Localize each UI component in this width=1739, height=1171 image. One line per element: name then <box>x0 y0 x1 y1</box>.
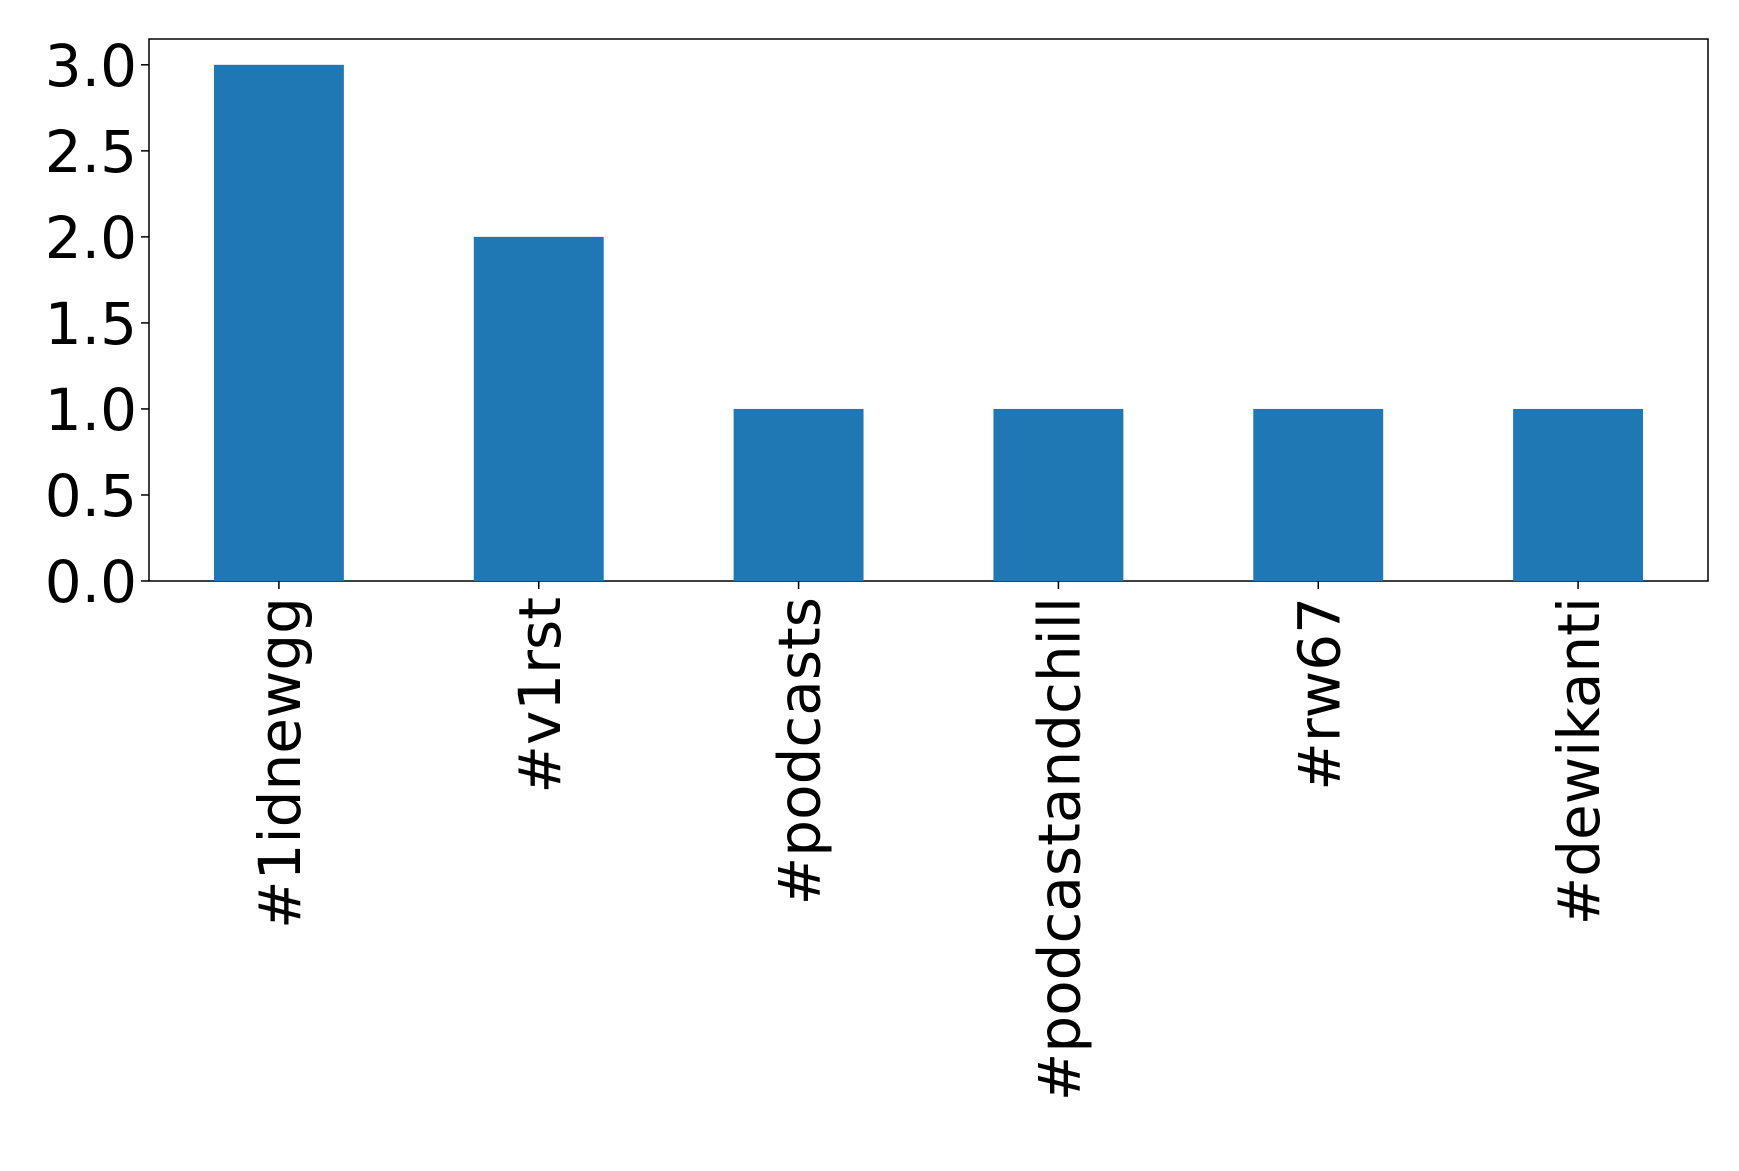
y-tick-label: 2.0 <box>45 204 137 272</box>
y-tick-label: 0.0 <box>45 548 137 616</box>
bar <box>733 408 864 581</box>
x-tick-label: #v1rst <box>506 597 574 794</box>
y-tick-label: 2.5 <box>45 118 137 186</box>
bar <box>993 408 1124 581</box>
plot-frame <box>148 38 1709 582</box>
x-tick-label: #1idnewgg <box>246 597 314 929</box>
y-tick-label: 3.0 <box>45 32 137 100</box>
bar <box>213 64 344 582</box>
x-tick-label: #rw67 <box>1285 597 1353 791</box>
x-tick-label: #dewikanti <box>1545 597 1613 925</box>
y-tick-label: 1.5 <box>45 290 137 358</box>
bar <box>473 236 604 581</box>
y-tick-label: 0.5 <box>45 462 137 530</box>
y-tick-label: 1.0 <box>45 376 137 444</box>
x-tick-label: #podcasts <box>766 597 834 905</box>
bar <box>1513 408 1644 581</box>
bar <box>1253 408 1384 581</box>
x-tick-label: #podcastandchill <box>1025 597 1093 1101</box>
